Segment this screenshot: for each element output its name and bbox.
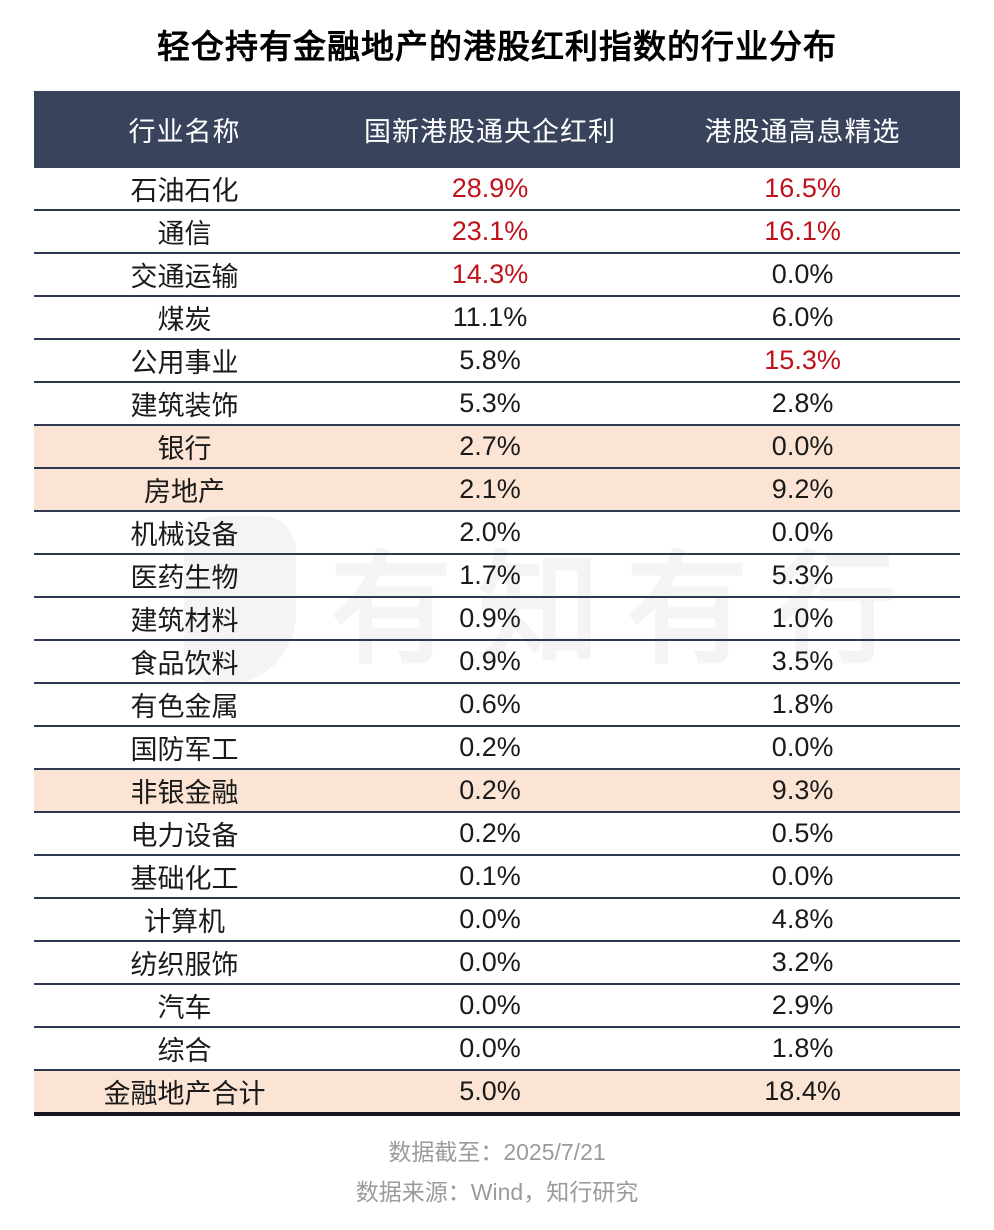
guoxin-soe-dividend-value-cell: 5.8%	[334, 338, 646, 382]
table-row: 基础化工 0.1% 0.0%	[34, 854, 960, 898]
industry-name-cell: 建筑装饰	[34, 381, 335, 425]
industry-name-cell: 综合	[34, 1026, 335, 1070]
industry-name-cell: 电力设备	[34, 811, 335, 855]
industry-name-cell: 机械设备	[34, 510, 335, 554]
table-row: 银行 2.7% 0.0%	[34, 424, 960, 468]
footer-notes: 数据截至：2025/7/21 数据来源：Wind，知行研究	[0, 1132, 994, 1212]
table-row: 机械设备 2.0% 0.0%	[34, 510, 960, 554]
table-row: 汽车 0.0% 2.9%	[34, 983, 960, 1027]
table-row: 医药生物 1.7% 5.3%	[34, 553, 960, 597]
guoxin-soe-dividend-value-cell: 0.0%	[334, 983, 646, 1027]
hk-high-yield-value-cell: 4.8%	[645, 897, 960, 941]
table-row: 房地产 2.1% 9.2%	[34, 467, 960, 511]
table-row: 非银金融 0.2% 9.3%	[34, 768, 960, 812]
guoxin-soe-dividend-value-cell: 0.0%	[334, 897, 646, 941]
industry-name-cell: 建筑材料	[34, 596, 335, 640]
table-row: 综合 0.0% 1.8%	[34, 1026, 960, 1070]
industry-name-cell: 房地产	[34, 467, 335, 511]
industry-name-cell: 有色金属	[34, 682, 335, 726]
industry-name-cell: 计算机	[34, 897, 335, 941]
hk-high-yield-value-cell: 3.2%	[645, 940, 960, 984]
industry-name-cell: 石油石化	[130, 176, 239, 206]
hk-high-yield-value-cell: 0.0%	[645, 510, 960, 554]
hk-high-yield-value-cell: 2.9%	[645, 983, 960, 1027]
guoxin-soe-dividend-value-cell: 0.2%	[334, 768, 646, 812]
industry-name-cell: 非银金融	[34, 768, 335, 812]
page-title: 轻仓持有金融地产的港股红利指数的行业分布	[157, 28, 837, 65]
table-row: 公用事业 5.8% 15.3%	[34, 338, 960, 382]
guoxin-soe-dividend-value-cell: 0.9%	[334, 596, 646, 640]
industry-name-cell: 煤炭	[34, 295, 335, 339]
hk-high-yield-value-cell: 1.8%	[645, 682, 960, 726]
hk-high-yield-value-cell: 6.0%	[645, 295, 960, 339]
hk-high-yield-value-cell: 1.0%	[645, 596, 960, 640]
table-row: 通信 23.1% 16.1%	[34, 209, 960, 253]
hk-high-yield-value-cell: 1.8%	[645, 1026, 960, 1070]
guoxin-soe-dividend-value-cell: 0.6%	[334, 682, 646, 726]
table-row: 煤炭 11.1% 6.0%	[34, 295, 960, 339]
industry-name-cell: 食品饮料	[34, 639, 335, 683]
guoxin-soe-dividend-value-cell: 14.3%	[334, 252, 646, 296]
guoxin-soe-dividend-value-cell: 0.0%	[334, 940, 646, 984]
table-row: 食品饮料 0.9% 3.5%	[34, 639, 960, 683]
table-row: 石油石化 28.9% 16.5%	[34, 168, 960, 210]
data-as-of-note: 数据截至：2025/7/21	[388, 1139, 606, 1165]
hk-high-yield-value-cell: 3.5%	[645, 639, 960, 683]
hk-high-yield-value-cell: 9.3%	[645, 768, 960, 812]
hk-high-yield-value-cell: 0.0%	[645, 424, 960, 468]
guoxin-soe-dividend-value-cell: 23.1%	[334, 209, 646, 253]
data-table: 行业名称 国新港股通央企红利 港股通高息精选 石油石化 28.9% 16.5% 通信 2…	[34, 91, 960, 1116]
industry-name-cell: 国防军工	[34, 725, 335, 769]
guoxin-soe-dividend-value-cell: 0.1%	[334, 854, 646, 898]
column-header-guoxin-hk-soe-dividend: 国新港股通央企红利	[334, 91, 646, 168]
hk-high-yield-value-cell: 9.2%	[645, 467, 960, 511]
guoxin-soe-dividend-value-cell: 28.9%	[451, 173, 529, 203]
hk-high-yield-value-cell: 0.0%	[645, 252, 960, 296]
table-row: 计算机 0.0% 4.8%	[34, 897, 960, 941]
table-row: 建筑装饰 5.3% 2.8%	[34, 381, 960, 425]
hk-high-yield-value-cell: 2.8%	[645, 381, 960, 425]
hk-high-yield-value-cell: 16.5%	[764, 173, 841, 203]
industry-name-cell: 公用事业	[34, 338, 335, 382]
table-row: 纺织服饰 0.0% 3.2%	[34, 940, 960, 984]
guoxin-soe-dividend-value-cell: 0.9%	[334, 639, 646, 683]
guoxin-soe-dividend-value-cell: 0.2%	[334, 725, 646, 769]
hk-high-yield-value-cell: 5.3%	[645, 553, 960, 597]
hk-high-yield-value-cell: 15.3%	[645, 338, 960, 382]
guoxin-soe-dividend-value-cell: 2.1%	[334, 467, 646, 511]
guoxin-soe-dividend-value-cell: 0.0%	[334, 1026, 646, 1070]
industry-name-cell: 汽车	[34, 983, 335, 1027]
hk-high-yield-value-cell: 0.0%	[645, 725, 960, 769]
column-header-industry-name: 行业名称	[34, 91, 335, 168]
table-row: 有色金属 0.6% 1.8%	[34, 682, 960, 726]
table-header-row: 行业名称 国新港股通央企红利 港股通高息精选	[34, 91, 960, 168]
guoxin-soe-dividend-value-cell: 2.7%	[334, 424, 646, 468]
table-row: 建筑材料 0.9% 1.0%	[34, 596, 960, 640]
guoxin-soe-dividend-value-cell: 2.0%	[334, 510, 646, 554]
industry-name-cell: 交通运输	[34, 252, 335, 296]
industry-name-cell: 金融地产合计	[34, 1069, 335, 1116]
table-row: 金融地产合计 5.0% 18.4%	[34, 1069, 960, 1116]
hk-high-yield-value-cell: 0.0%	[645, 854, 960, 898]
hk-high-yield-value-cell: 16.1%	[645, 209, 960, 253]
guoxin-soe-dividend-value-cell: 0.2%	[334, 811, 646, 855]
table-row: 交通运输 14.3% 0.0%	[34, 252, 960, 296]
industry-name-cell: 医药生物	[34, 553, 335, 597]
hk-high-yield-value-cell: 0.5%	[645, 811, 960, 855]
industry-distribution-table: 有知有行 行业名称 国新港股通央企红利 港股通高息精选 石油石化 28.9% 16.…	[34, 91, 960, 1116]
guoxin-soe-dividend-value-cell: 5.0%	[334, 1069, 646, 1116]
industry-name-cell: 银行	[34, 424, 335, 468]
table-row: 国防军工 0.2% 0.0%	[34, 725, 960, 769]
table-row: 电力设备 0.2% 0.5%	[34, 811, 960, 855]
column-header-hk-high-yield-select: 港股通高息精选	[645, 91, 960, 168]
guoxin-soe-dividend-value-cell: 11.1%	[334, 295, 646, 339]
guoxin-soe-dividend-value-cell: 5.3%	[334, 381, 646, 425]
industry-name-cell: 纺织服饰	[34, 940, 335, 984]
industry-name-cell: 基础化工	[34, 854, 335, 898]
guoxin-soe-dividend-value-cell: 1.7%	[334, 553, 646, 597]
industry-name-cell: 通信	[34, 209, 335, 253]
hk-high-yield-value-cell: 18.4%	[645, 1069, 960, 1116]
data-source-note: 数据来源：Wind，知行研究	[355, 1179, 639, 1205]
